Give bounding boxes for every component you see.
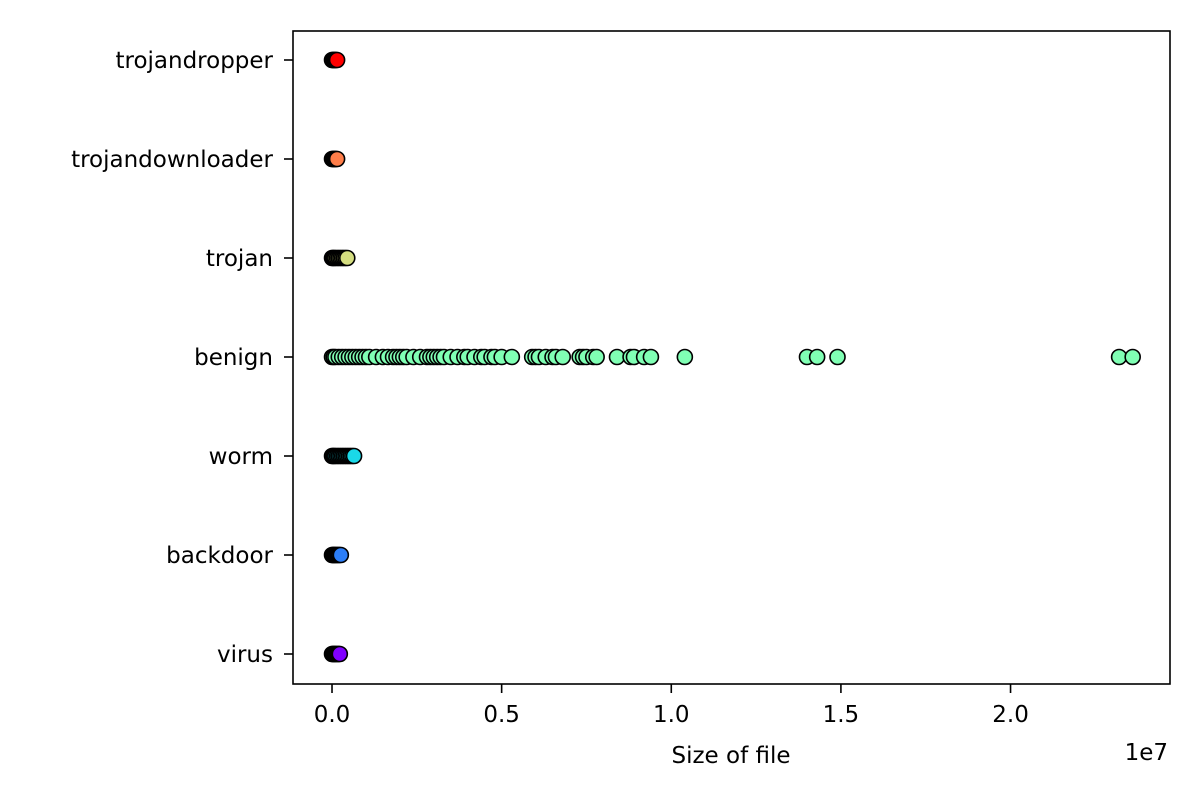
data-point-benign-51 [588,348,605,366]
y-tick-label-trojandropper: trojandropper [115,48,273,74]
x-tick-label-2: 1.0 [653,702,690,728]
y-tick-label-virus: virus [217,642,273,668]
data-point-virus-10 [331,645,349,663]
data-points [323,51,1141,663]
data-point-benign-57 [676,348,694,366]
data-point-trojandropper-7 [328,51,346,69]
x-tick-label-1: 0.5 [483,702,520,728]
y-axis: virus backdoor worm benign trojan trojandownl… [71,48,293,668]
data-point-trojandownloader-7 [328,150,346,168]
data-point-benign-56 [642,348,660,366]
y-tick-label-trojandownloader: trojandownloader [71,147,273,173]
data-point-benign-59 [808,348,826,366]
data-point-benign-46 [554,348,572,366]
data-point-worm-14 [345,447,363,465]
x-axis: 0.0 0.5 1.0 1.5 2.0 [314,684,1029,728]
data-point-benign-61 [1110,348,1128,366]
x-tick-label-4: 2.0 [992,702,1029,728]
y-tick-label-backdoor: backdoor [166,543,273,569]
data-point-benign-39 [503,348,521,366]
data-point-benign-62 [1124,348,1141,366]
x-tick-label-3: 1.5 [823,702,860,728]
x-axis-label: Size of file [671,743,790,769]
y-tick-label-trojan: trojan [206,246,273,272]
x-axis-offset-label: 1e7 [1125,740,1168,766]
data-point-backdoor-10 [332,546,350,564]
data-point-benign-60 [829,348,846,366]
data-point-trojan-10 [338,249,356,267]
y-tick-label-benign: benign [194,345,273,371]
data-point-benign-52 [608,348,626,366]
y-tick-label-worm: worm [209,444,273,470]
x-tick-label-0: 0.0 [314,702,351,728]
